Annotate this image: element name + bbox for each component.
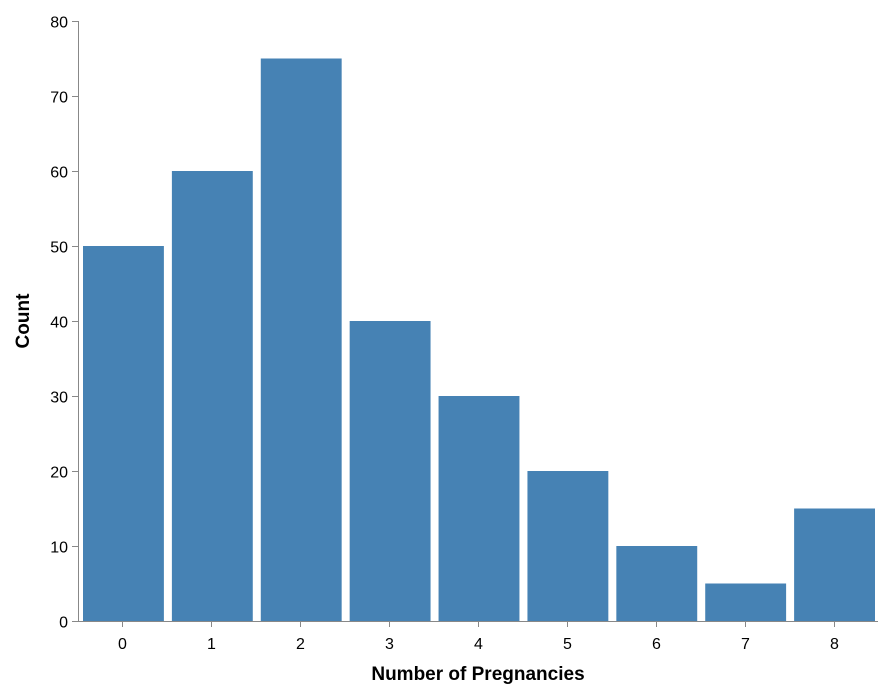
- x-axis: 0 1 2 3 4 5 6 7 8: [78, 621, 878, 653]
- y-axis-title: Count: [13, 293, 34, 349]
- y-tick-label-30: 30: [50, 390, 68, 407]
- bar-6: [616, 546, 698, 621]
- x-tick-label-1: 1: [207, 636, 216, 653]
- x-tick-label-8: 8: [830, 636, 839, 653]
- x-tick-label-6: 6: [652, 636, 661, 653]
- x-tick-label-0: 0: [118, 636, 127, 653]
- bar-0: [83, 246, 164, 621]
- x-tick-label-4: 4: [474, 636, 483, 653]
- bar-7: [705, 583, 787, 621]
- y-tick-label-10: 10: [50, 540, 68, 557]
- bar-1: [171, 171, 253, 621]
- y-tick-label-50: 50: [50, 240, 68, 257]
- x-tick-label-5: 5: [563, 636, 572, 653]
- bar-3: [349, 321, 431, 621]
- bars-group: [83, 58, 875, 621]
- x-axis-title: Number of Pregnancies: [371, 664, 584, 685]
- y-tick-label-0: 0: [59, 615, 68, 632]
- bar-2: [260, 58, 342, 621]
- bar-4: [438, 396, 520, 621]
- y-tick-label-40: 40: [50, 315, 68, 332]
- x-tick-label-3: 3: [385, 636, 394, 653]
- y-axis: 0 10 20 30 40 50 60 70 80: [50, 15, 79, 632]
- y-tick-label-20: 20: [50, 465, 68, 482]
- y-tick-label-60: 60: [50, 165, 68, 182]
- bar-5: [527, 471, 609, 621]
- x-tick-label-7: 7: [741, 636, 750, 653]
- bar-8: [794, 508, 875, 621]
- x-tick-label-2: 2: [296, 636, 305, 653]
- y-tick-label-80: 80: [50, 15, 68, 32]
- y-tick-label-70: 70: [50, 90, 68, 107]
